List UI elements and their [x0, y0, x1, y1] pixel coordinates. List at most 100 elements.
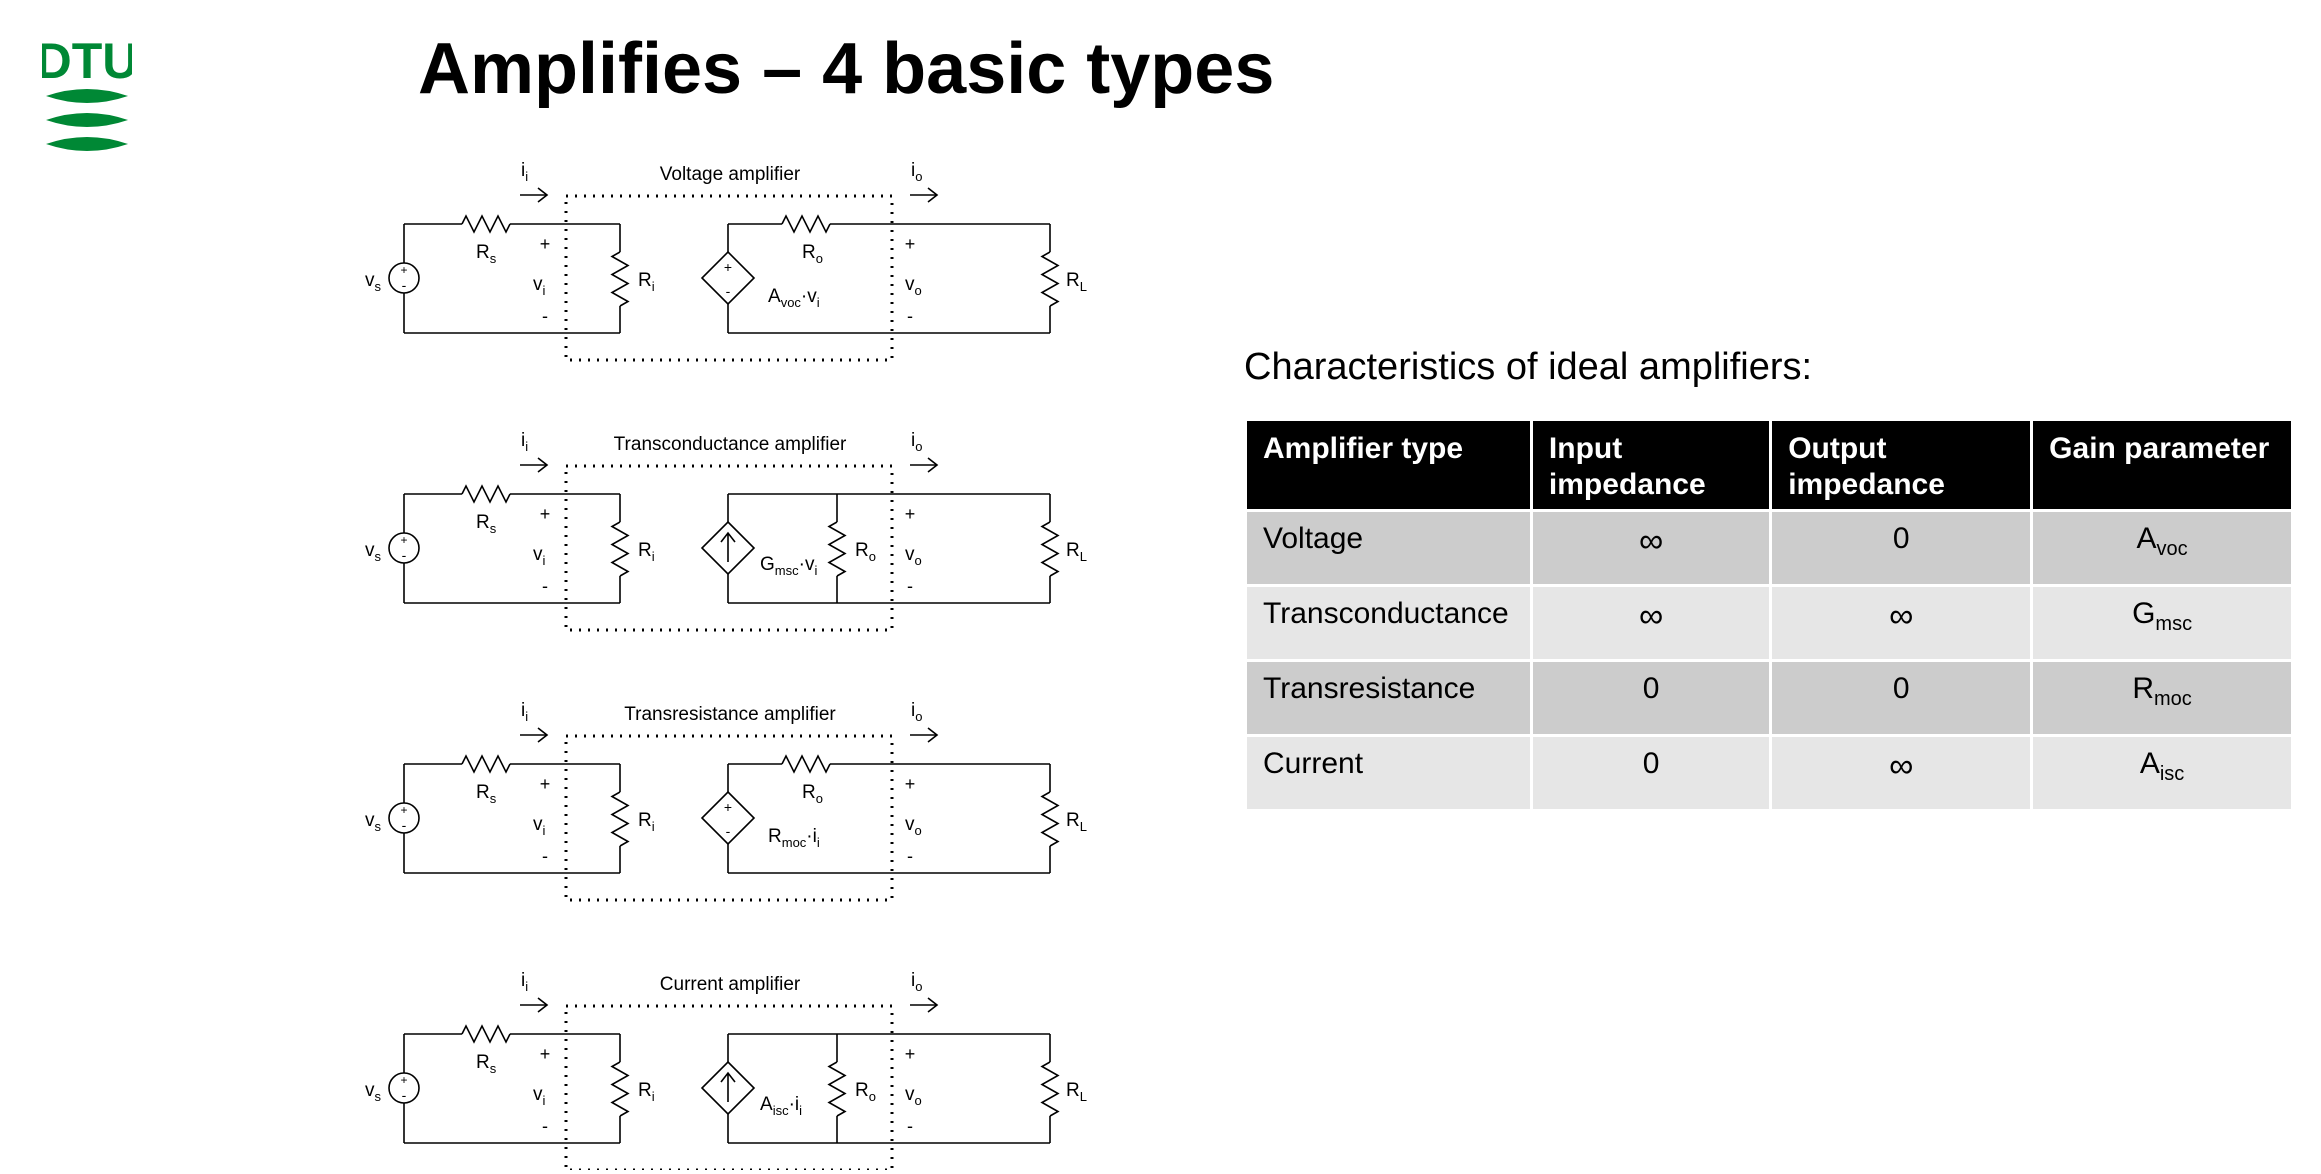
- gain-subscript: moc: [2154, 688, 2192, 710]
- ro-label: Ro: [855, 1080, 876, 1104]
- rl-label: RL: [1066, 540, 1087, 564]
- source-plus: +: [400, 803, 407, 817]
- cell-output: 0: [1769, 659, 2034, 737]
- plus: +: [905, 504, 916, 524]
- ii-label: ii: [521, 160, 528, 184]
- vi-label: vi: [533, 274, 546, 298]
- cell-input: ∞: [1529, 509, 1773, 587]
- minus: -: [542, 1116, 548, 1136]
- arrow: [537, 457, 549, 473]
- minus: -: [542, 846, 548, 866]
- resistor: [461, 214, 511, 234]
- gain-subscript: voc: [2156, 538, 2188, 560]
- resistor: [1040, 791, 1060, 847]
- rs-label: Rs: [476, 512, 497, 536]
- source-minus: -: [402, 547, 407, 563]
- source-label: vs: [365, 540, 382, 564]
- circuit-title: Transconductance amplifier: [614, 434, 847, 455]
- amplifier-box: [564, 734, 894, 902]
- minus: -: [542, 306, 548, 326]
- dtu-logo: DTU: [42, 33, 132, 151]
- ii-label: ii: [521, 970, 528, 994]
- source-minus: -: [402, 277, 407, 293]
- ro-label: Ro: [802, 242, 823, 266]
- gain-subscript: msc: [2155, 613, 2193, 635]
- table-header-row: Amplifier type Input impedance Output im…: [1244, 418, 2294, 512]
- plus: +: [540, 234, 551, 254]
- ri-label: Ri: [638, 810, 655, 834]
- ro-label: Ro: [855, 540, 876, 564]
- minus: -: [907, 576, 913, 596]
- table-row: Current 0 ∞ Aisc: [1244, 734, 2294, 812]
- cell-gain: Rmoc: [2030, 659, 2294, 737]
- vi-label: vi: [533, 1084, 546, 1108]
- resistor: [461, 754, 511, 774]
- arrow: [537, 187, 549, 203]
- plus: +: [540, 1044, 551, 1064]
- cell-input: 0: [1529, 659, 1773, 737]
- resistor: [610, 251, 630, 307]
- source-plus: +: [400, 533, 407, 547]
- vo-label: vo: [905, 544, 922, 568]
- ii-label: ii: [521, 430, 528, 454]
- rl-label: RL: [1066, 270, 1087, 294]
- vi-label: vi: [533, 814, 546, 838]
- vo-label: vo: [905, 1084, 922, 1108]
- cell-gain: Aisc: [2030, 734, 2294, 812]
- arrow: [927, 997, 939, 1013]
- vo-label: vo: [905, 274, 922, 298]
- cell-type: Transconductance: [1244, 584, 1533, 662]
- source-minus: -: [402, 817, 407, 833]
- amplifier-box: [564, 1004, 894, 1170]
- cell-gain: Avoc: [2030, 509, 2294, 587]
- resistor: [610, 1061, 630, 1117]
- source-label: vs: [365, 270, 382, 294]
- characteristics-table: Amplifier type Input impedance Output im…: [1244, 418, 2294, 812]
- rl-label: RL: [1066, 1080, 1087, 1104]
- minus: -: [907, 1116, 913, 1136]
- dep-plus: +: [724, 259, 732, 275]
- table-row: Transconductance ∞ ∞ Gmsc: [1244, 584, 2294, 662]
- header-input-impedance: Input impedance: [1529, 418, 1773, 512]
- arrow: [927, 727, 939, 743]
- resistor: [781, 754, 831, 774]
- dep-minus: -: [726, 283, 731, 299]
- dep-plus: +: [724, 799, 732, 815]
- gain-symbol: A: [2139, 747, 2160, 780]
- resistor: [827, 521, 847, 577]
- rs-label: Rs: [476, 242, 497, 266]
- gain-symbol: R: [2132, 672, 2155, 705]
- vo-label: vo: [905, 814, 922, 838]
- ii-label: ii: [521, 700, 528, 724]
- cell-gain: Gmsc: [2030, 584, 2294, 662]
- characteristics-heading: Characteristics of ideal amplifiers:: [1244, 346, 1813, 388]
- gain-subscript: isc: [2159, 763, 2185, 785]
- plus: +: [540, 774, 551, 794]
- current-arrow: [720, 531, 736, 562]
- cell-type: Voltage: [1244, 509, 1533, 587]
- resistor: [1040, 1061, 1060, 1117]
- source-plus: +: [400, 263, 407, 277]
- circuit-title: Voltage amplifier: [660, 164, 801, 185]
- rs-label: Rs: [476, 1052, 497, 1076]
- source-minus: -: [402, 1087, 407, 1103]
- page-title: Amplifies – 4 basic types: [418, 29, 1275, 109]
- rl-label: RL: [1066, 810, 1087, 834]
- minus: -: [907, 306, 913, 326]
- source-label: vs: [365, 810, 382, 834]
- gain-label: Avoc·vi: [768, 286, 820, 310]
- arrow: [537, 727, 549, 743]
- arrow: [927, 457, 939, 473]
- header-gain-parameter: Gain parameter: [2030, 418, 2294, 512]
- vi-label: vi: [533, 544, 546, 568]
- gain-label: Gmsc·vi: [760, 554, 817, 578]
- circuit-title: Transresistance amplifier: [624, 704, 836, 725]
- resistor: [461, 484, 511, 504]
- ri-label: Ri: [638, 540, 655, 564]
- amplifier-box: [564, 464, 894, 632]
- io-label: io: [911, 160, 922, 184]
- rs-label: Rs: [476, 782, 497, 806]
